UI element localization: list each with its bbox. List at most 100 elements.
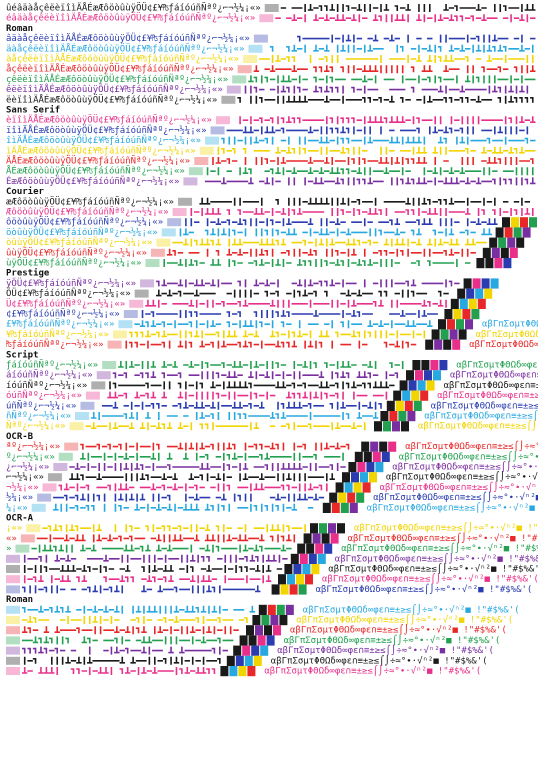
- color-block: [293, 564, 302, 575]
- box-pattern: [239, 116, 536, 125]
- symbol-line: αβΓπΣσµτΦΘΩδ∞φε∩≡±≥≤⌠⌡÷≈°∙·√ⁿ²■ !"#$%&'(: [264, 665, 481, 677]
- color-block: [271, 584, 280, 595]
- box-pattern: [22, 605, 256, 614]
- box-pattern: [297, 34, 536, 43]
- color-block: [244, 655, 253, 666]
- symbol-line: αβΓπΣσµτΦΘΩδ∞φε∩≡±≥≤⌠⌡÷≈°∙·√ⁿ²■ !"#$%&'(: [284, 634, 501, 646]
- color-block: [426, 380, 435, 391]
- shade-block: [37, 493, 52, 502]
- symbol-line: αβΓπΣσµτΦΘΩδ∞φε∩≡±≥≤⌠⌡÷≈°∙·√ⁿ²■ !"#$%&'(: [392, 461, 542, 473]
- char-line: öòûùÿÖÜ¢£¥₧ƒáíóúñÑªº¿⌐¬½¼¡«»: [6, 227, 158, 238]
- char-line: ¥₧ƒáíóúñÑªº¿⌐¬½¼¡«»: [6, 329, 109, 340]
- box-pattern: [22, 646, 228, 655]
- color-block: [412, 360, 421, 371]
- box-pattern: [23, 656, 221, 665]
- color-block: [351, 472, 359, 483]
- color-block: [393, 390, 402, 401]
- color-block: [453, 309, 462, 320]
- box-pattern: [58, 483, 328, 492]
- color-block: [374, 421, 382, 432]
- color-block: [335, 482, 344, 493]
- shade-block: [15, 544, 30, 553]
- symbol-line: αβΓπΣσµτΦΘΩδ∞φε∩≡±≥≤⌠⌡÷≈°∙·√ⁿ²■ !"#$%&'(: [303, 603, 520, 615]
- box-pattern: [237, 95, 534, 104]
- char-line: éâäàåçêëèïîìÄÅÉæÆôöòûùÿÖÜ¢£¥₧ƒáíóúñÑªº¿⌐…: [6, 12, 255, 24]
- color-block: [331, 502, 340, 513]
- symbol-line: αβΓπΣσµτΦΘΩδ∞φε∩≡±≥≤⌠⌡÷≈°∙·√ⁿ²■ !"#$%&'(: [380, 481, 542, 493]
- color-block: [360, 472, 368, 483]
- symbol-line: αβΓπΣσµτΦΘΩδ∞φε∩≡±≥≤⌠⌡÷≈°∙·√ⁿ²■ !"#$%&'(: [367, 501, 542, 513]
- color-block: [411, 390, 420, 401]
- shade-block: [6, 667, 20, 675]
- color-block: [369, 472, 377, 483]
- color-block: [302, 564, 311, 575]
- box-pattern: [156, 289, 449, 298]
- box-pattern: [199, 197, 531, 206]
- shade-block: [161, 228, 176, 237]
- font-label: Roman: [6, 24, 33, 34]
- symbol-line: αβΓπΣσµτΦΘΩδ∞φε∩≡±≥≤⌠⌡÷≈°∙·√ⁿ²■ !"#$%&'(: [348, 532, 542, 544]
- box-pattern: [128, 330, 426, 339]
- box-pattern: [69, 473, 335, 482]
- char-line: ¼¡«»: [6, 503, 28, 513]
- box-pattern: [141, 310, 438, 318]
- symbol-line: αβΓπΣσµτΦΘΩδ∞φε∩≡±≥≤⌠⌡÷≈°∙·√ⁿ²■ !"#$%&'(: [405, 440, 542, 452]
- color-block: [477, 298, 486, 309]
- color-block: [278, 574, 286, 585]
- color-block: [491, 247, 500, 258]
- color-block: [490, 278, 499, 289]
- shade-block: [118, 320, 133, 329]
- box-pattern: [22, 616, 248, 624]
- box-pattern: [166, 248, 476, 257]
- shade-block: [123, 310, 138, 318]
- char-line: Ü¢£¥₧ƒáíóúñÑªº¿⌐¬½¼¡«»: [6, 298, 125, 309]
- color-block: [342, 472, 350, 483]
- color-block: [306, 543, 315, 554]
- char-line: êëèïîìÄÅÉæÆôöòûùÿÖÜ¢£¥₧ƒáíóúñÑªº¿⌐¬½¼¡«»: [6, 83, 223, 95]
- color-block: [287, 574, 295, 585]
- box-pattern: [53, 493, 325, 502]
- color-block: [317, 553, 326, 564]
- shade-block: [221, 95, 236, 104]
- symbol-line: αβΓπΣσµτΦΘΩδ∞φε∩≡±≥≤⌠⌡÷≈°∙·√ⁿ²■ !"#$%&'(: [437, 389, 542, 401]
- box-pattern: [244, 85, 529, 94]
- char-line: ñÑªº¿⌐¬½¼¡«»: [6, 411, 71, 422]
- color-block: [398, 411, 407, 422]
- color-block: [389, 411, 398, 422]
- color-block: [251, 645, 260, 656]
- color-block: [257, 635, 266, 646]
- color-block: [482, 247, 491, 258]
- color-block: [296, 574, 304, 585]
- box-pattern: [109, 381, 395, 390]
- char-line: ¬½¼¡«»: [6, 482, 39, 493]
- symbol-line: αβΓπΣσµτΦΘΩδ∞φε∩≡±≥≤⌠⌡÷≈°∙·√ⁿ²■ !"#$%&'(: [277, 644, 494, 656]
- color-block: [284, 564, 293, 575]
- color-block: [513, 227, 522, 238]
- box-pattern: [190, 208, 534, 216]
- shade-block: [20, 534, 35, 543]
- shade-block: [210, 126, 225, 135]
- box-pattern: [36, 534, 296, 543]
- color-block: [463, 278, 472, 289]
- box-pattern: [134, 320, 433, 329]
- char-line: ÅÉæÆôöòûùÿÖÜ¢£¥₧ƒáíóúñÑªº¿⌐¬½¼¡«»: [6, 165, 185, 177]
- color-block: [522, 227, 531, 238]
- color-block: [363, 451, 372, 462]
- char-line: ûéâäàåçêëèïîìÄÅÉæÆôöòûùÿÖÜ¢£¥₧ƒáíóúñÑªº¿…: [6, 2, 261, 14]
- color-block: [489, 237, 498, 248]
- color-block: [504, 227, 513, 238]
- shade-block: [129, 299, 144, 308]
- color-block: [258, 604, 267, 615]
- char-line: ÿÖÜ¢£¥₧ƒáíóúñÑªº¿⌐¬½¼¡«»: [6, 278, 136, 289]
- color-block: [255, 625, 263, 636]
- color-block: [247, 666, 256, 677]
- font-label: Script: [6, 349, 39, 360]
- box-pattern: [107, 391, 388, 400]
- symbol-line: αβΓπΣσµτΦΘΩδ∞φε∩≡±≥≤⌠⌡÷≈°∙·√ⁿ²■ !"#$%&'(: [386, 471, 542, 483]
- color-block: [401, 421, 409, 432]
- box-pattern: [269, 44, 534, 53]
- char-line: ôöòûùÿÖÜ¢£¥₧ƒáíóúñÑªº¿⌐¬½¼¡«»: [6, 217, 163, 228]
- char-line: æÆôöòûùÿÖÜ¢£¥₧ƒáíóúñÑªº¿⌐¬½¼¡«»: [6, 196, 174, 207]
- shade-block: [112, 330, 127, 339]
- box-pattern: [42, 524, 306, 533]
